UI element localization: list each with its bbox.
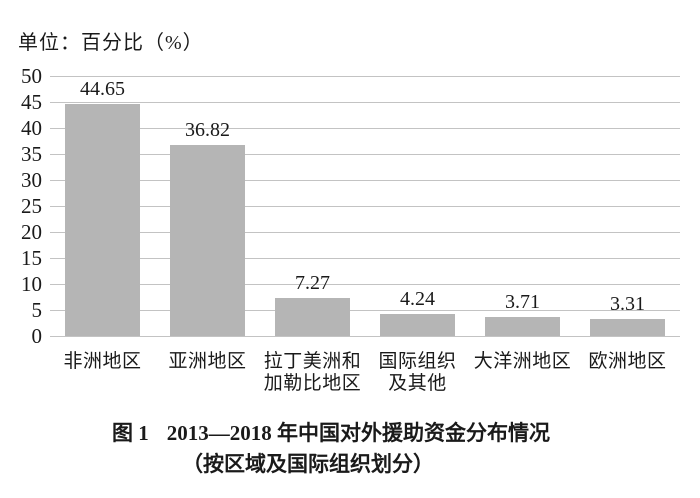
caption-title: 2013—2018 年中国对外援助资金分布情况 — [166, 421, 550, 445]
x-axis-label-line: 欧洲地区 — [588, 351, 667, 372]
y-tick-label: 20 — [21, 220, 42, 244]
gridline — [50, 153, 680, 155]
y-tick-label: 15 — [21, 246, 42, 270]
bar-slot: 4.24 国际组织 及其他 — [365, 76, 470, 394]
bar-value-label: 44.65 — [80, 77, 125, 100]
caption-line1: 图 1 2013—2018 年中国对外援助资金分布情况 — [112, 418, 550, 449]
x-axis-label: 非洲地区 — [50, 351, 155, 373]
x-axis-label-line: 加勒比地区 — [263, 373, 362, 394]
gridline — [50, 75, 680, 77]
bar-slot: 3.31 欧洲地区 — [575, 76, 680, 372]
x-axis-label: 欧洲地区 — [575, 351, 680, 373]
x-axis-label-line: 国际组织 — [378, 351, 457, 372]
bar — [170, 144, 245, 336]
y-tick-label: 10 — [21, 272, 42, 296]
y-tick-label: 30 — [21, 168, 42, 192]
bar-value-label: 36.82 — [185, 118, 230, 141]
x-axis-label: 拉丁美洲和 加勒比地区 — [260, 351, 365, 395]
y-tick-label: 45 — [21, 90, 42, 114]
figure-caption: 图 1 2013—2018 年中国对外援助资金分布情况 （按区域及国际组织划分） — [112, 418, 550, 480]
bar-slot: 44.65 非洲地区 — [50, 76, 155, 372]
x-axis-label-line: 及其他 — [388, 373, 447, 394]
bar-value-label: 3.31 — [610, 292, 645, 315]
bar — [65, 103, 140, 336]
gridline — [50, 309, 680, 311]
y-tick-label: 50 — [21, 64, 42, 88]
caption-line2: （按区域及国际组织划分） — [182, 452, 434, 476]
bar — [485, 316, 560, 336]
bar-value-label: 7.27 — [295, 272, 330, 295]
bar — [275, 298, 350, 336]
y-tick-label: 35 — [21, 142, 42, 166]
plot-area: 0 5 10 15 20 25 30 35 40 45 50 44.65 非洲地区 36.82 亚洲地区 7.… — [21, 64, 680, 394]
x-axis-label-line: 大洋洲地区 — [473, 351, 572, 372]
y-tick-label: 0 — [31, 324, 43, 348]
bar — [380, 313, 455, 336]
x-axis-label-line: 拉丁美洲和 — [263, 351, 362, 372]
x-axis-label: 大洋洲地区 — [470, 351, 575, 373]
x-axis-label: 亚洲地区 — [155, 351, 260, 373]
gridline — [50, 179, 680, 181]
bar-slot: 7.27 拉丁美洲和 加勒比地区 — [260, 76, 365, 394]
x-axis-label-line: 亚洲地区 — [168, 351, 247, 372]
gridline — [50, 231, 680, 233]
x-axis-label: 国际组织 及其他 — [365, 351, 470, 395]
bar-value-label: 3.71 — [505, 290, 540, 313]
x-axis-label-line: 非洲地区 — [63, 351, 142, 372]
y-tick-label: 5 — [31, 298, 43, 322]
unit-label: 单位：百分比（%） — [18, 32, 204, 54]
bar-value-label: 4.24 — [400, 287, 435, 310]
y-tick-label: 40 — [21, 116, 42, 140]
bar-slot: 36.82 亚洲地区 — [155, 76, 260, 372]
bar-slot: 3.71 大洋洲地区 — [470, 76, 575, 372]
y-tick-label: 25 — [21, 194, 42, 218]
gridline — [50, 335, 680, 337]
gridline — [50, 127, 680, 129]
gridline — [50, 101, 680, 103]
caption-figure-number: 图 1 — [112, 421, 149, 445]
gridline — [50, 257, 680, 259]
gridline — [50, 283, 680, 285]
gridline — [50, 205, 680, 207]
bar — [590, 318, 665, 336]
